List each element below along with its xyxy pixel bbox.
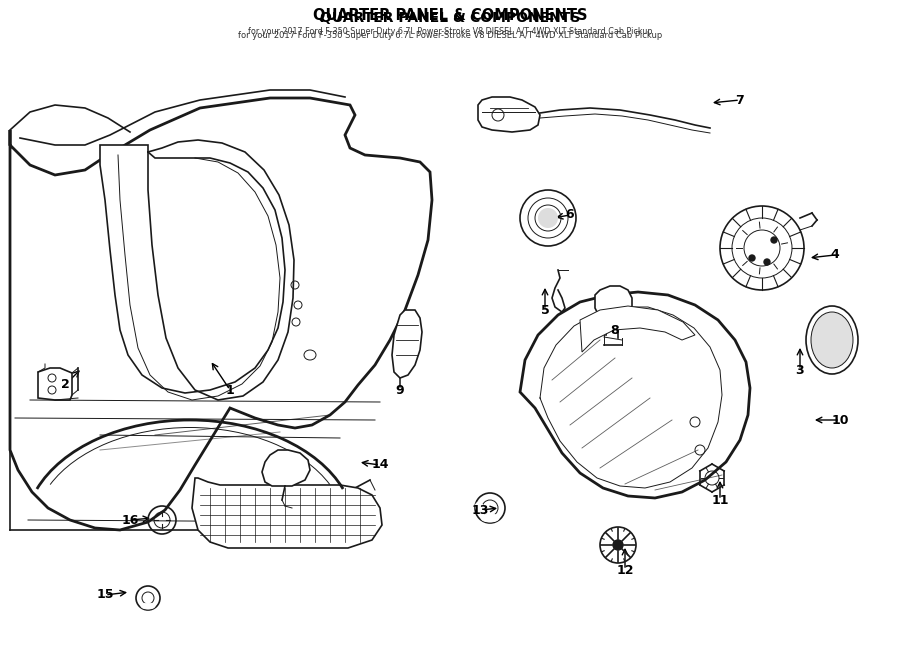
Polygon shape	[580, 306, 695, 352]
Ellipse shape	[481, 514, 499, 522]
Polygon shape	[192, 478, 382, 548]
Ellipse shape	[141, 603, 155, 609]
Text: 15: 15	[96, 588, 113, 602]
Polygon shape	[478, 97, 540, 132]
Polygon shape	[10, 98, 432, 530]
Text: 9: 9	[396, 383, 404, 397]
Polygon shape	[392, 310, 422, 378]
Text: 4: 4	[831, 249, 840, 262]
Text: 8: 8	[611, 323, 619, 336]
Polygon shape	[100, 145, 285, 393]
Ellipse shape	[475, 502, 484, 514]
Text: 7: 7	[735, 93, 744, 106]
Text: 14: 14	[371, 459, 389, 471]
Text: 3: 3	[796, 364, 805, 377]
Text: for your 2017 Ford F-350 Super Duty 6.7L Power-Stroke V8 DIESEL A/T 4WD XLT Stan: for your 2017 Ford F-350 Super Duty 6.7L…	[248, 28, 652, 36]
Text: 5: 5	[541, 303, 549, 317]
Circle shape	[538, 208, 558, 228]
Circle shape	[771, 237, 777, 243]
Text: 10: 10	[832, 414, 849, 426]
Text: QUARTER PANEL & COMPONENTS: QUARTER PANEL & COMPONENTS	[320, 11, 580, 25]
Circle shape	[613, 540, 623, 550]
Polygon shape	[520, 292, 750, 498]
Circle shape	[749, 255, 755, 261]
Polygon shape	[595, 286, 632, 323]
Text: for your 2017 Ford F-350 Super Duty 6.7L Power-Stroke V8 DIESEL A/T 4WD XLT Stan: for your 2017 Ford F-350 Super Duty 6.7L…	[238, 30, 662, 40]
Text: 1: 1	[226, 383, 234, 397]
Text: 12: 12	[616, 563, 634, 576]
Text: 16: 16	[122, 514, 139, 527]
Ellipse shape	[811, 312, 853, 368]
Circle shape	[764, 259, 770, 265]
Polygon shape	[38, 368, 72, 400]
Polygon shape	[262, 450, 310, 486]
Text: 13: 13	[472, 504, 489, 516]
Circle shape	[278, 460, 294, 476]
Text: 11: 11	[711, 494, 729, 506]
Text: 6: 6	[566, 208, 574, 221]
Text: QUARTER PANEL & COMPONENTS: QUARTER PANEL & COMPONENTS	[313, 9, 587, 24]
Text: 2: 2	[60, 379, 69, 391]
